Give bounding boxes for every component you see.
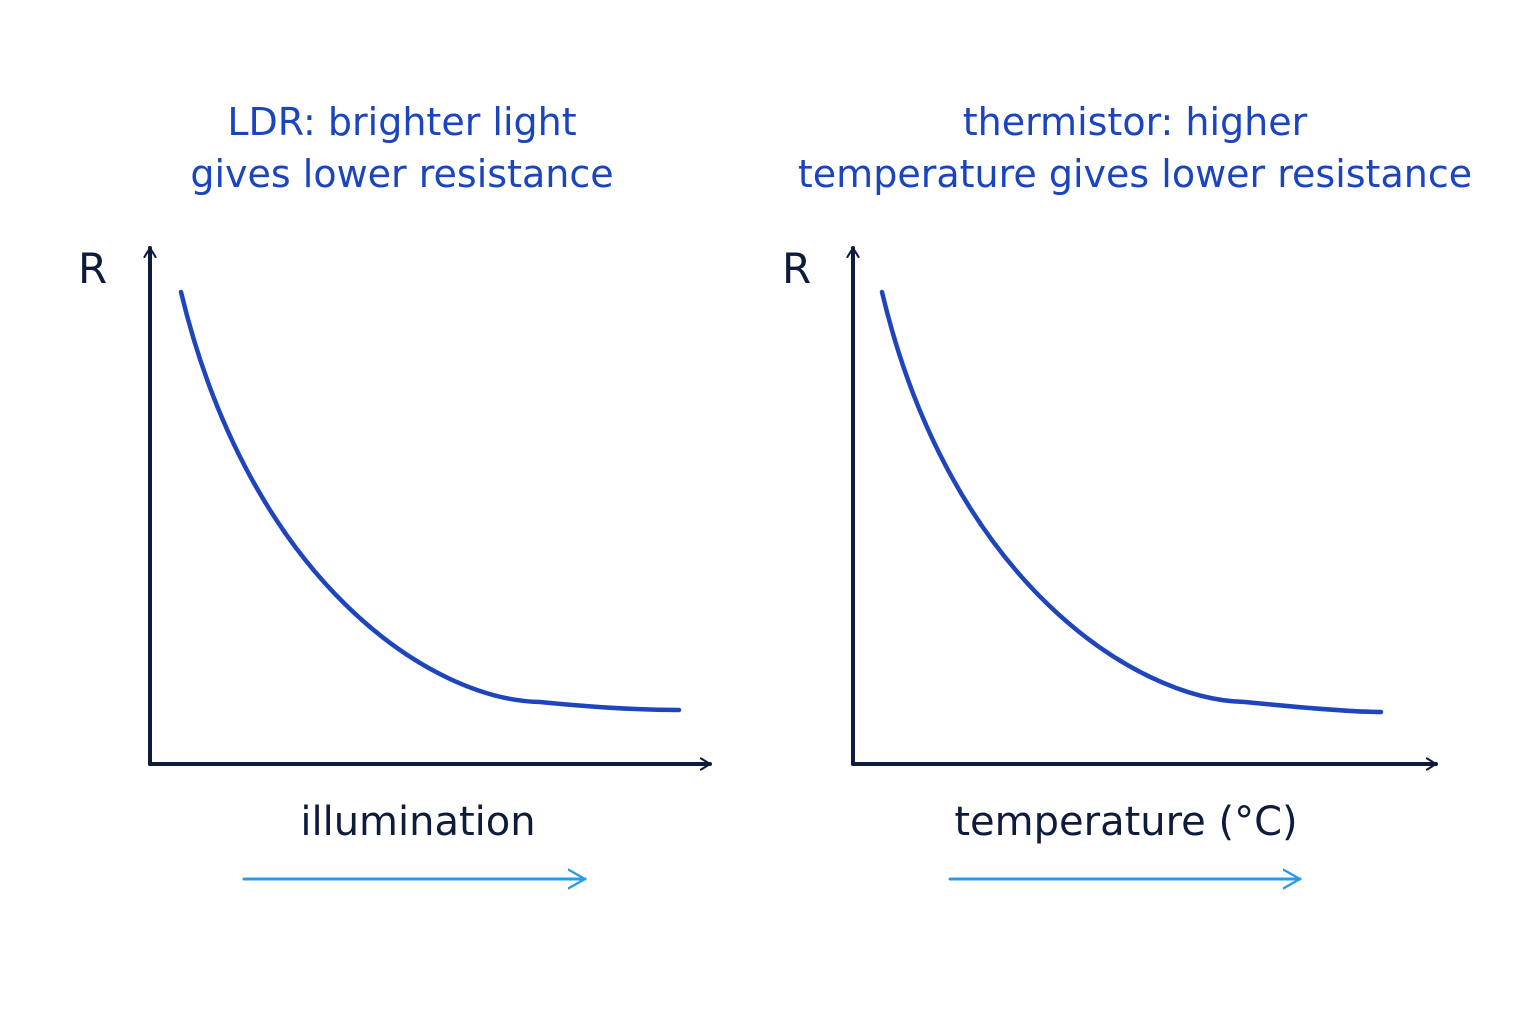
ldr-resistance-curve bbox=[178, 289, 682, 713]
thermistor-graph bbox=[853, 246, 1438, 879]
thermistor-x-axis-label: temperature (°C) bbox=[954, 799, 1298, 845]
ldr-title-line-2: gives lower resistance bbox=[190, 152, 614, 196]
thermistor-resistance-curve bbox=[879, 289, 1384, 715]
ldr-graph bbox=[150, 246, 712, 879]
thermistor-title: thermistor: higher temperature gives low… bbox=[780, 96, 1490, 200]
ldr-title: LDR: brighter light gives lower resistan… bbox=[100, 96, 704, 200]
ldr-y-axis-label: R bbox=[78, 244, 108, 293]
ldr-x-axis-label: illumination bbox=[300, 799, 536, 845]
thermistor-y-axis-label: R bbox=[782, 244, 812, 293]
thermistor-title-line-2: temperature gives lower resistance bbox=[797, 152, 1473, 196]
ldr-title-line-1: LDR: brighter light bbox=[227, 100, 577, 144]
thermistor-title-line-1: thermistor: higher bbox=[962, 100, 1308, 144]
